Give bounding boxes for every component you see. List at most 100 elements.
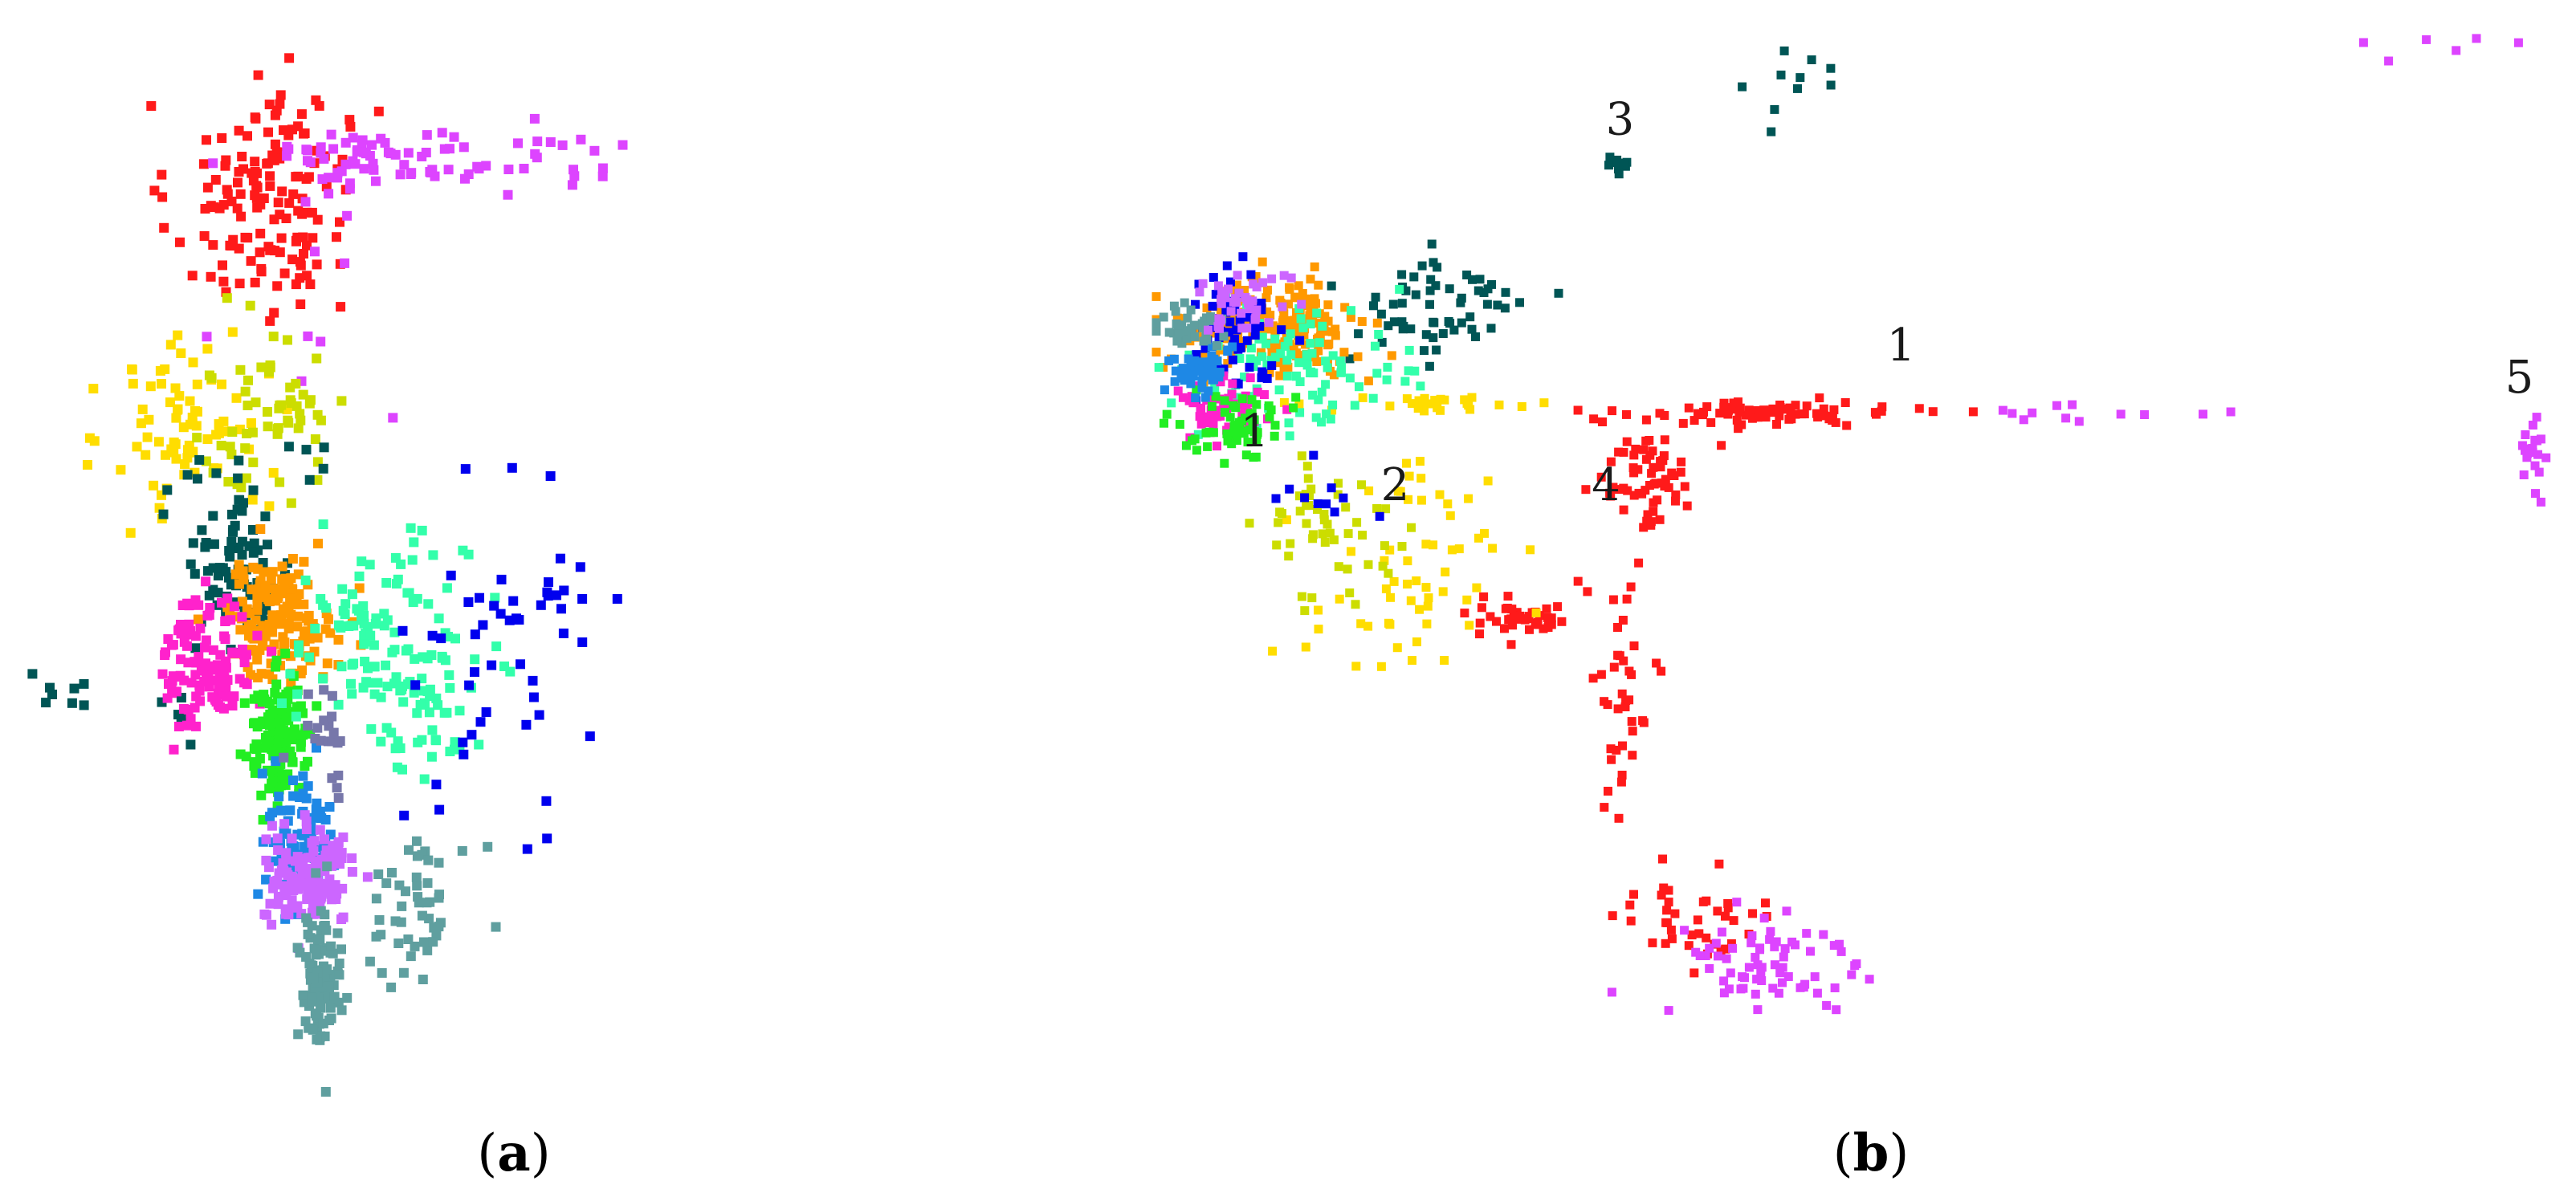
data-point bbox=[1508, 621, 1517, 630]
data-point bbox=[213, 588, 223, 598]
data-point bbox=[2536, 434, 2545, 444]
data-point bbox=[1417, 261, 1427, 271]
data-point bbox=[1358, 393, 1367, 402]
data-point bbox=[162, 693, 173, 703]
data-point bbox=[1596, 670, 1606, 679]
data-point bbox=[295, 409, 305, 419]
data-point bbox=[1289, 403, 1298, 413]
data-point bbox=[222, 593, 233, 604]
data-point bbox=[1759, 914, 1769, 923]
data-point bbox=[1222, 429, 1232, 438]
data-point bbox=[1614, 485, 1624, 495]
data-point bbox=[236, 211, 247, 222]
data-point bbox=[1354, 329, 1363, 339]
data-point bbox=[348, 658, 359, 669]
data-point bbox=[1421, 330, 1431, 340]
data-point bbox=[1350, 401, 1359, 410]
data-point bbox=[1693, 915, 1702, 925]
data-point bbox=[162, 485, 173, 495]
data-point bbox=[193, 614, 203, 625]
data-point bbox=[1190, 332, 1200, 341]
data-point bbox=[1620, 702, 1630, 711]
data-point bbox=[268, 332, 279, 342]
data-point bbox=[319, 685, 329, 695]
data-point bbox=[1357, 317, 1367, 326]
data-point bbox=[280, 904, 291, 914]
data-point bbox=[1629, 468, 1639, 478]
data-point bbox=[470, 629, 480, 640]
data-point bbox=[1284, 418, 1294, 428]
data-point bbox=[1637, 489, 1647, 499]
data-point bbox=[324, 189, 334, 199]
data-point bbox=[1204, 427, 1214, 437]
data-point bbox=[1328, 351, 1338, 360]
data-point bbox=[370, 619, 381, 629]
data-point bbox=[1328, 400, 1338, 409]
data-point bbox=[1225, 317, 1235, 327]
data-point bbox=[508, 596, 519, 606]
data-point bbox=[1713, 906, 1722, 916]
data-point bbox=[1345, 373, 1355, 383]
data-point bbox=[208, 511, 218, 521]
data-point bbox=[1488, 544, 1498, 553]
data-point bbox=[1802, 929, 1812, 938]
data-point bbox=[276, 233, 287, 243]
data-point bbox=[218, 426, 229, 437]
data-point bbox=[186, 678, 197, 688]
data-point bbox=[1468, 275, 1477, 284]
data-point bbox=[211, 468, 222, 478]
data-point bbox=[1617, 771, 1627, 780]
data-point bbox=[218, 276, 229, 287]
data-point bbox=[1323, 340, 1333, 350]
data-point bbox=[336, 166, 347, 177]
data-point bbox=[287, 757, 298, 767]
data-point bbox=[467, 730, 477, 740]
data-point bbox=[428, 550, 438, 560]
data-point bbox=[2531, 489, 2540, 499]
data-point bbox=[1429, 333, 1438, 343]
data-point bbox=[443, 165, 454, 175]
data-point bbox=[291, 401, 302, 411]
data-point bbox=[269, 307, 279, 318]
data-point bbox=[202, 610, 213, 621]
data-point bbox=[1380, 541, 1389, 551]
data-point bbox=[1415, 605, 1425, 614]
data-point bbox=[283, 415, 293, 425]
data-point bbox=[176, 654, 186, 665]
data-point bbox=[361, 677, 371, 687]
data-point bbox=[1607, 755, 1616, 764]
data-point bbox=[318, 463, 328, 474]
data-point bbox=[1237, 427, 1246, 437]
data-point bbox=[406, 523, 416, 533]
data-point bbox=[1151, 327, 1161, 336]
data-point bbox=[2019, 415, 2028, 425]
data-point bbox=[1232, 393, 1241, 402]
data-point bbox=[1797, 409, 1807, 419]
data-point bbox=[1229, 428, 1238, 438]
data-point bbox=[419, 774, 430, 784]
data-point bbox=[1487, 279, 1496, 289]
data-point bbox=[1222, 261, 1232, 271]
data-point bbox=[1257, 299, 1266, 308]
data-point bbox=[1747, 408, 1756, 417]
data-point bbox=[1347, 306, 1355, 316]
data-point bbox=[1420, 393, 1429, 403]
data-point bbox=[214, 419, 224, 430]
data-point bbox=[1186, 305, 1196, 315]
data-point bbox=[1732, 415, 1742, 425]
data-point bbox=[171, 413, 181, 423]
data-point bbox=[308, 1024, 318, 1035]
data-point bbox=[445, 144, 454, 154]
data-point bbox=[307, 207, 317, 218]
data-point bbox=[174, 391, 185, 401]
data-point bbox=[1250, 331, 1260, 340]
data-point bbox=[1486, 324, 1496, 333]
data-point bbox=[1702, 896, 1711, 906]
data-point bbox=[208, 158, 218, 169]
data-point bbox=[270, 139, 280, 149]
data-point bbox=[1820, 411, 1829, 421]
data-point bbox=[327, 894, 337, 905]
data-point bbox=[478, 620, 488, 630]
data-point bbox=[246, 256, 256, 267]
data-point bbox=[1671, 490, 1681, 499]
